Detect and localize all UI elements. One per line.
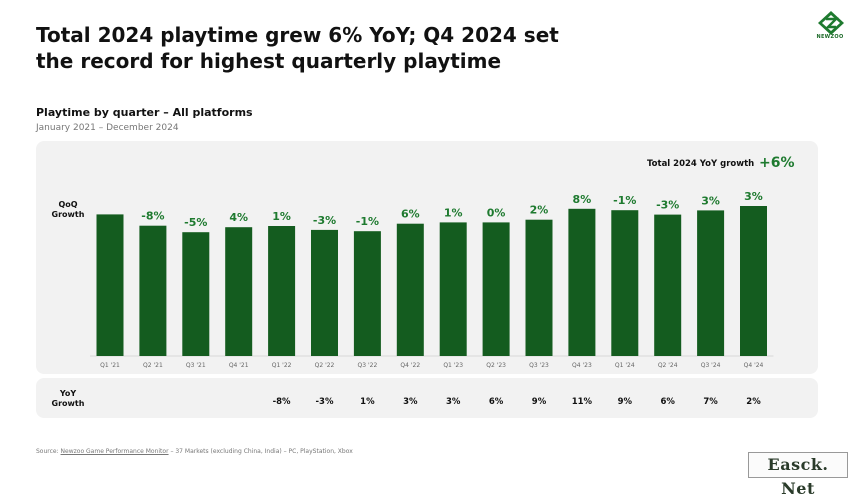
yoy-value: 3% [403,397,418,407]
source-rest: – 37 Markets (excluding China, India) – … [168,448,353,455]
x-tick-label: Q2 '21 [143,362,163,369]
qoq-data-label: 6% [401,208,420,221]
qoq-data-label: 0% [487,206,506,219]
qoq-label-line-1: QoQ [58,200,78,209]
x-tick-label: Q1 '23 [443,362,463,369]
x-tick-label: Q1 '22 [272,362,292,369]
bar [396,223,424,356]
yoy-value: 6% [660,397,675,407]
qoq-data-label: -3% [313,214,336,227]
bar [139,225,167,356]
x-tick-label: Q1 '21 [100,362,120,369]
qoq-data-label: -1% [613,194,636,207]
yoy-value: 6% [489,397,504,407]
bar [740,206,767,356]
x-tick-label: Q4 '24 [744,362,764,369]
qoq-data-label: -1% [356,215,379,228]
qoq-data-label: 1% [444,206,463,219]
newzoo-logo-icon [818,11,844,35]
x-tick-label: Q2 '24 [658,362,678,369]
qoq-data-label: -3% [656,199,679,212]
chart-subtitle: Playtime by quarter – All platforms [36,106,253,119]
bar [225,227,253,356]
qoq-data-label: 1% [272,210,291,223]
qoq-data-label: -5% [184,216,207,229]
x-tick-label: Q3 '22 [358,362,378,369]
x-tick-label: Q3 '21 [186,362,206,369]
total-growth-label: Total 2024 YoY growth [647,159,755,169]
yoy-value: 11% [572,397,593,407]
qoq-data-label: 2% [530,204,549,217]
yoy-value: 2% [746,397,761,407]
bar [268,226,296,356]
bar [311,229,338,356]
total-growth-value: +6% [759,155,795,171]
source-prefix: Source: [36,448,61,455]
qoq-data-label: 3% [701,194,720,207]
date-range: January 2021 – December 2024 [36,123,179,133]
title-line-1: Total 2024 playtime grew 6% YoY; Q4 2024… [36,23,559,47]
x-tick-label: Q2 '23 [486,362,506,369]
x-tick-label: Q4 '22 [400,362,420,369]
x-tick-label: Q1 '24 [615,362,635,369]
x-tick-label: Q2 '22 [315,362,335,369]
qoq-data-label: 8% [573,193,592,206]
page-title: Total 2024 playtime grew 6% YoY; Q4 2024… [36,22,656,74]
yoy-value: 3% [446,397,461,407]
bar [353,231,381,356]
playtime-bar-chart: Q1 '21 -8% Q2 '21 -5% Q3 '21 4% Q4 '21 1% Q1 '22… [90,190,774,407]
title-line-2: the record for highest quarterly playtim… [36,49,502,73]
yoy-value: 1% [360,397,375,407]
qoq-label-line-2: Growth [51,210,85,219]
yoy-value: -3% [316,397,334,407]
qoq-data-label: 3% [744,190,763,203]
x-tick-label: Q4 '21 [229,362,249,369]
yoy-value: -8% [273,397,291,407]
yoy-row-label: YoY Growth [40,389,96,409]
x-tick-label: Q3 '23 [529,362,549,369]
bar [439,222,467,356]
yoy-panel [36,378,818,418]
x-tick-label: Q4 '23 [572,362,592,369]
bar [482,222,510,356]
source-link[interactable]: Newzoo Game Performance Monitor [60,448,169,455]
yoy-value: 9% [532,397,547,407]
yoy-label-line-2: Growth [51,399,85,408]
watermark-stamp: Easck. Net [748,452,848,498]
qoq-data-label: 4% [229,211,248,224]
qoq-data-label: -8% [141,210,164,223]
source-note: Source: Newzoo Game Performance Monitor … [36,448,353,455]
yoy-label-line-1: YoY [59,389,77,398]
bar [525,219,553,356]
bar [96,214,124,356]
bar [611,210,639,356]
yoy-value: 7% [703,397,718,407]
bar [697,210,725,356]
logo-text: NEWZOO [816,34,844,40]
yoy-value: 9% [618,397,633,407]
bar [568,208,596,356]
bar [182,232,210,356]
qoq-row-label: QoQ Growth [40,200,96,220]
bar [654,214,682,356]
x-tick-label: Q3 '24 [701,362,721,369]
